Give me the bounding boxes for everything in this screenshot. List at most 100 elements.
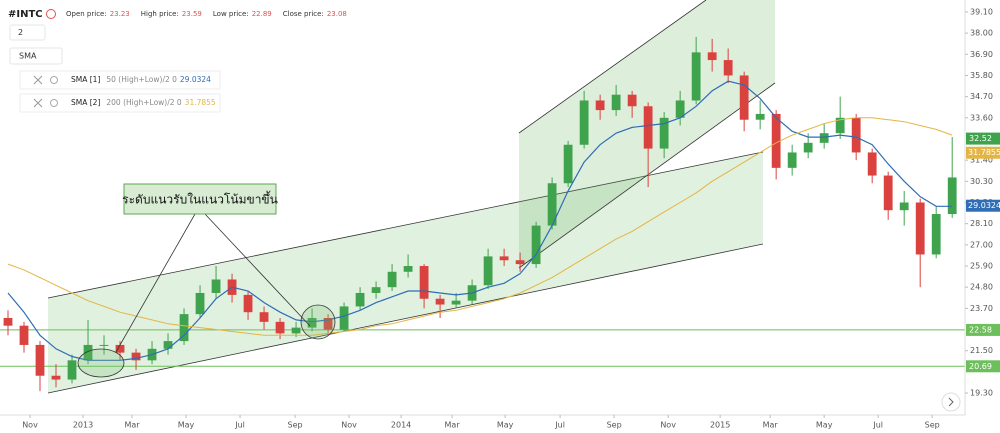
- settings-icon[interactable]: [50, 76, 58, 84]
- candle-body: [307, 317, 317, 328]
- candle-body: [643, 106, 653, 149]
- level-label: 20.69: [969, 362, 992, 371]
- candle-body: [99, 344, 109, 346]
- candle-body: [867, 152, 877, 176]
- y-tick-label: 23.70: [970, 304, 993, 313]
- period: 2: [18, 28, 23, 37]
- candle-body: [819, 133, 829, 143]
- candle-body: [291, 327, 301, 334]
- indicator-params: 200 (High+Low)/2 0: [106, 98, 182, 107]
- x-tick-label: 2013: [73, 421, 93, 430]
- channel-fill: [48, 152, 763, 393]
- field-label: Low price:: [213, 10, 249, 18]
- y-tick-label: 38.00: [970, 29, 993, 38]
- sma-tag: [966, 146, 1000, 159]
- candle-body: [3, 317, 13, 326]
- candle-body: [627, 94, 637, 107]
- candle-body: [579, 100, 589, 145]
- level-label: 22.58: [969, 325, 992, 334]
- candle-body: [451, 300, 461, 305]
- last-price-label: 32.52: [969, 134, 992, 143]
- sma-line: [7, 117, 953, 336]
- candle-body: [755, 113, 765, 120]
- candle-body: [435, 298, 445, 305]
- indicator-row: [19, 93, 221, 113]
- indicator-list: SMA [1] 50 (High+Low)/2 0 29.0324 SMA [2] 20…: [19, 70, 221, 113]
- candle-body: [675, 100, 685, 118]
- y-tick-label: 28.10: [970, 219, 993, 228]
- y-tick-label: 30.30: [970, 177, 993, 186]
- candle-body: [355, 292, 365, 307]
- candle-body: [419, 266, 429, 299]
- level-tag: [966, 360, 1000, 373]
- candle-body: [771, 113, 781, 168]
- x-tick-label: Mar: [763, 421, 779, 430]
- x-tick-label: May: [816, 421, 833, 430]
- period-select[interactable]: [9, 24, 46, 41]
- candle-body: [83, 344, 93, 361]
- clock-icon: [46, 9, 56, 19]
- scroll-button[interactable]: [941, 392, 961, 412]
- x-tick-label: Sep: [288, 421, 303, 430]
- field-value: 22.89: [252, 10, 272, 18]
- candle-body: [531, 225, 541, 265]
- indicator-select[interactable]: [9, 47, 63, 65]
- indicator: SMA: [19, 52, 37, 61]
- x-tick-label: Jul: [234, 421, 245, 430]
- indicator-value: 31.7855: [185, 98, 216, 107]
- x-tick-label: Jul: [554, 421, 565, 430]
- sma-line: [7, 80, 953, 361]
- candle-body: [691, 52, 701, 101]
- annotation-box: [123, 183, 277, 215]
- indicator-name: SMA [2]: [71, 98, 100, 107]
- candle-body: [35, 344, 45, 376]
- y-tick-label: 25.90: [970, 262, 993, 271]
- candle-body: [659, 117, 669, 149]
- y-tick-label: 33.60: [970, 113, 993, 122]
- candle-body: [115, 344, 125, 353]
- y-tick-label: 31.40: [970, 156, 993, 165]
- x-tick-label: 2015: [710, 421, 730, 430]
- indicator-row: [19, 70, 221, 90]
- candle-body: [131, 352, 141, 361]
- channel-line: [47, 151, 764, 299]
- axes: 22.58 20.69 39.10 38.00 36.90 35.80 34.70 33.60…: [22, 7, 1000, 430]
- y-tick-label: 39.10: [970, 7, 993, 16]
- channel-line: [47, 243, 764, 394]
- header-fields: Open price: 23.23 High price: 23.59 Low pric…: [66, 10, 347, 18]
- x-tick-label: May: [497, 421, 514, 430]
- y-tick-label: 36.90: [970, 50, 993, 59]
- candle-body: [931, 214, 941, 255]
- candle-body: [515, 260, 525, 265]
- candle-body: [323, 317, 333, 330]
- candle-body: [915, 202, 925, 255]
- sma-tag-label: 31.7855: [968, 148, 1000, 157]
- x-tick-label: Mar: [445, 421, 461, 430]
- remove-icon[interactable]: [33, 75, 43, 85]
- candle-body: [595, 100, 605, 111]
- candle-body: [835, 117, 845, 134]
- candle-body: [259, 312, 269, 322]
- candle-body: [499, 256, 509, 261]
- candle-body: [243, 294, 253, 313]
- candle-body: [611, 94, 621, 111]
- arrow: [204, 213, 311, 327]
- x-tick-label: Sep: [607, 421, 622, 430]
- symbol: #INTC: [8, 9, 43, 20]
- candle-body: [19, 325, 29, 345]
- indicator-name: SMA [1]: [71, 75, 100, 84]
- sma-tag-label: 29.0324: [968, 201, 1000, 210]
- candle-body: [179, 314, 189, 342]
- candle-body: [899, 202, 909, 211]
- candle-body: [51, 375, 61, 380]
- level-tag: [966, 323, 1000, 336]
- remove-icon[interactable]: [33, 98, 43, 108]
- candle-body: [211, 279, 221, 293]
- field-label: High price:: [141, 10, 179, 18]
- candle-body: [371, 287, 381, 293]
- y-tick-label: 35.80: [970, 71, 993, 80]
- x-tick-label: May: [178, 421, 195, 430]
- x-tick-label: Mar: [124, 421, 140, 430]
- settings-icon[interactable]: [50, 99, 58, 107]
- candle-body: [339, 306, 349, 330]
